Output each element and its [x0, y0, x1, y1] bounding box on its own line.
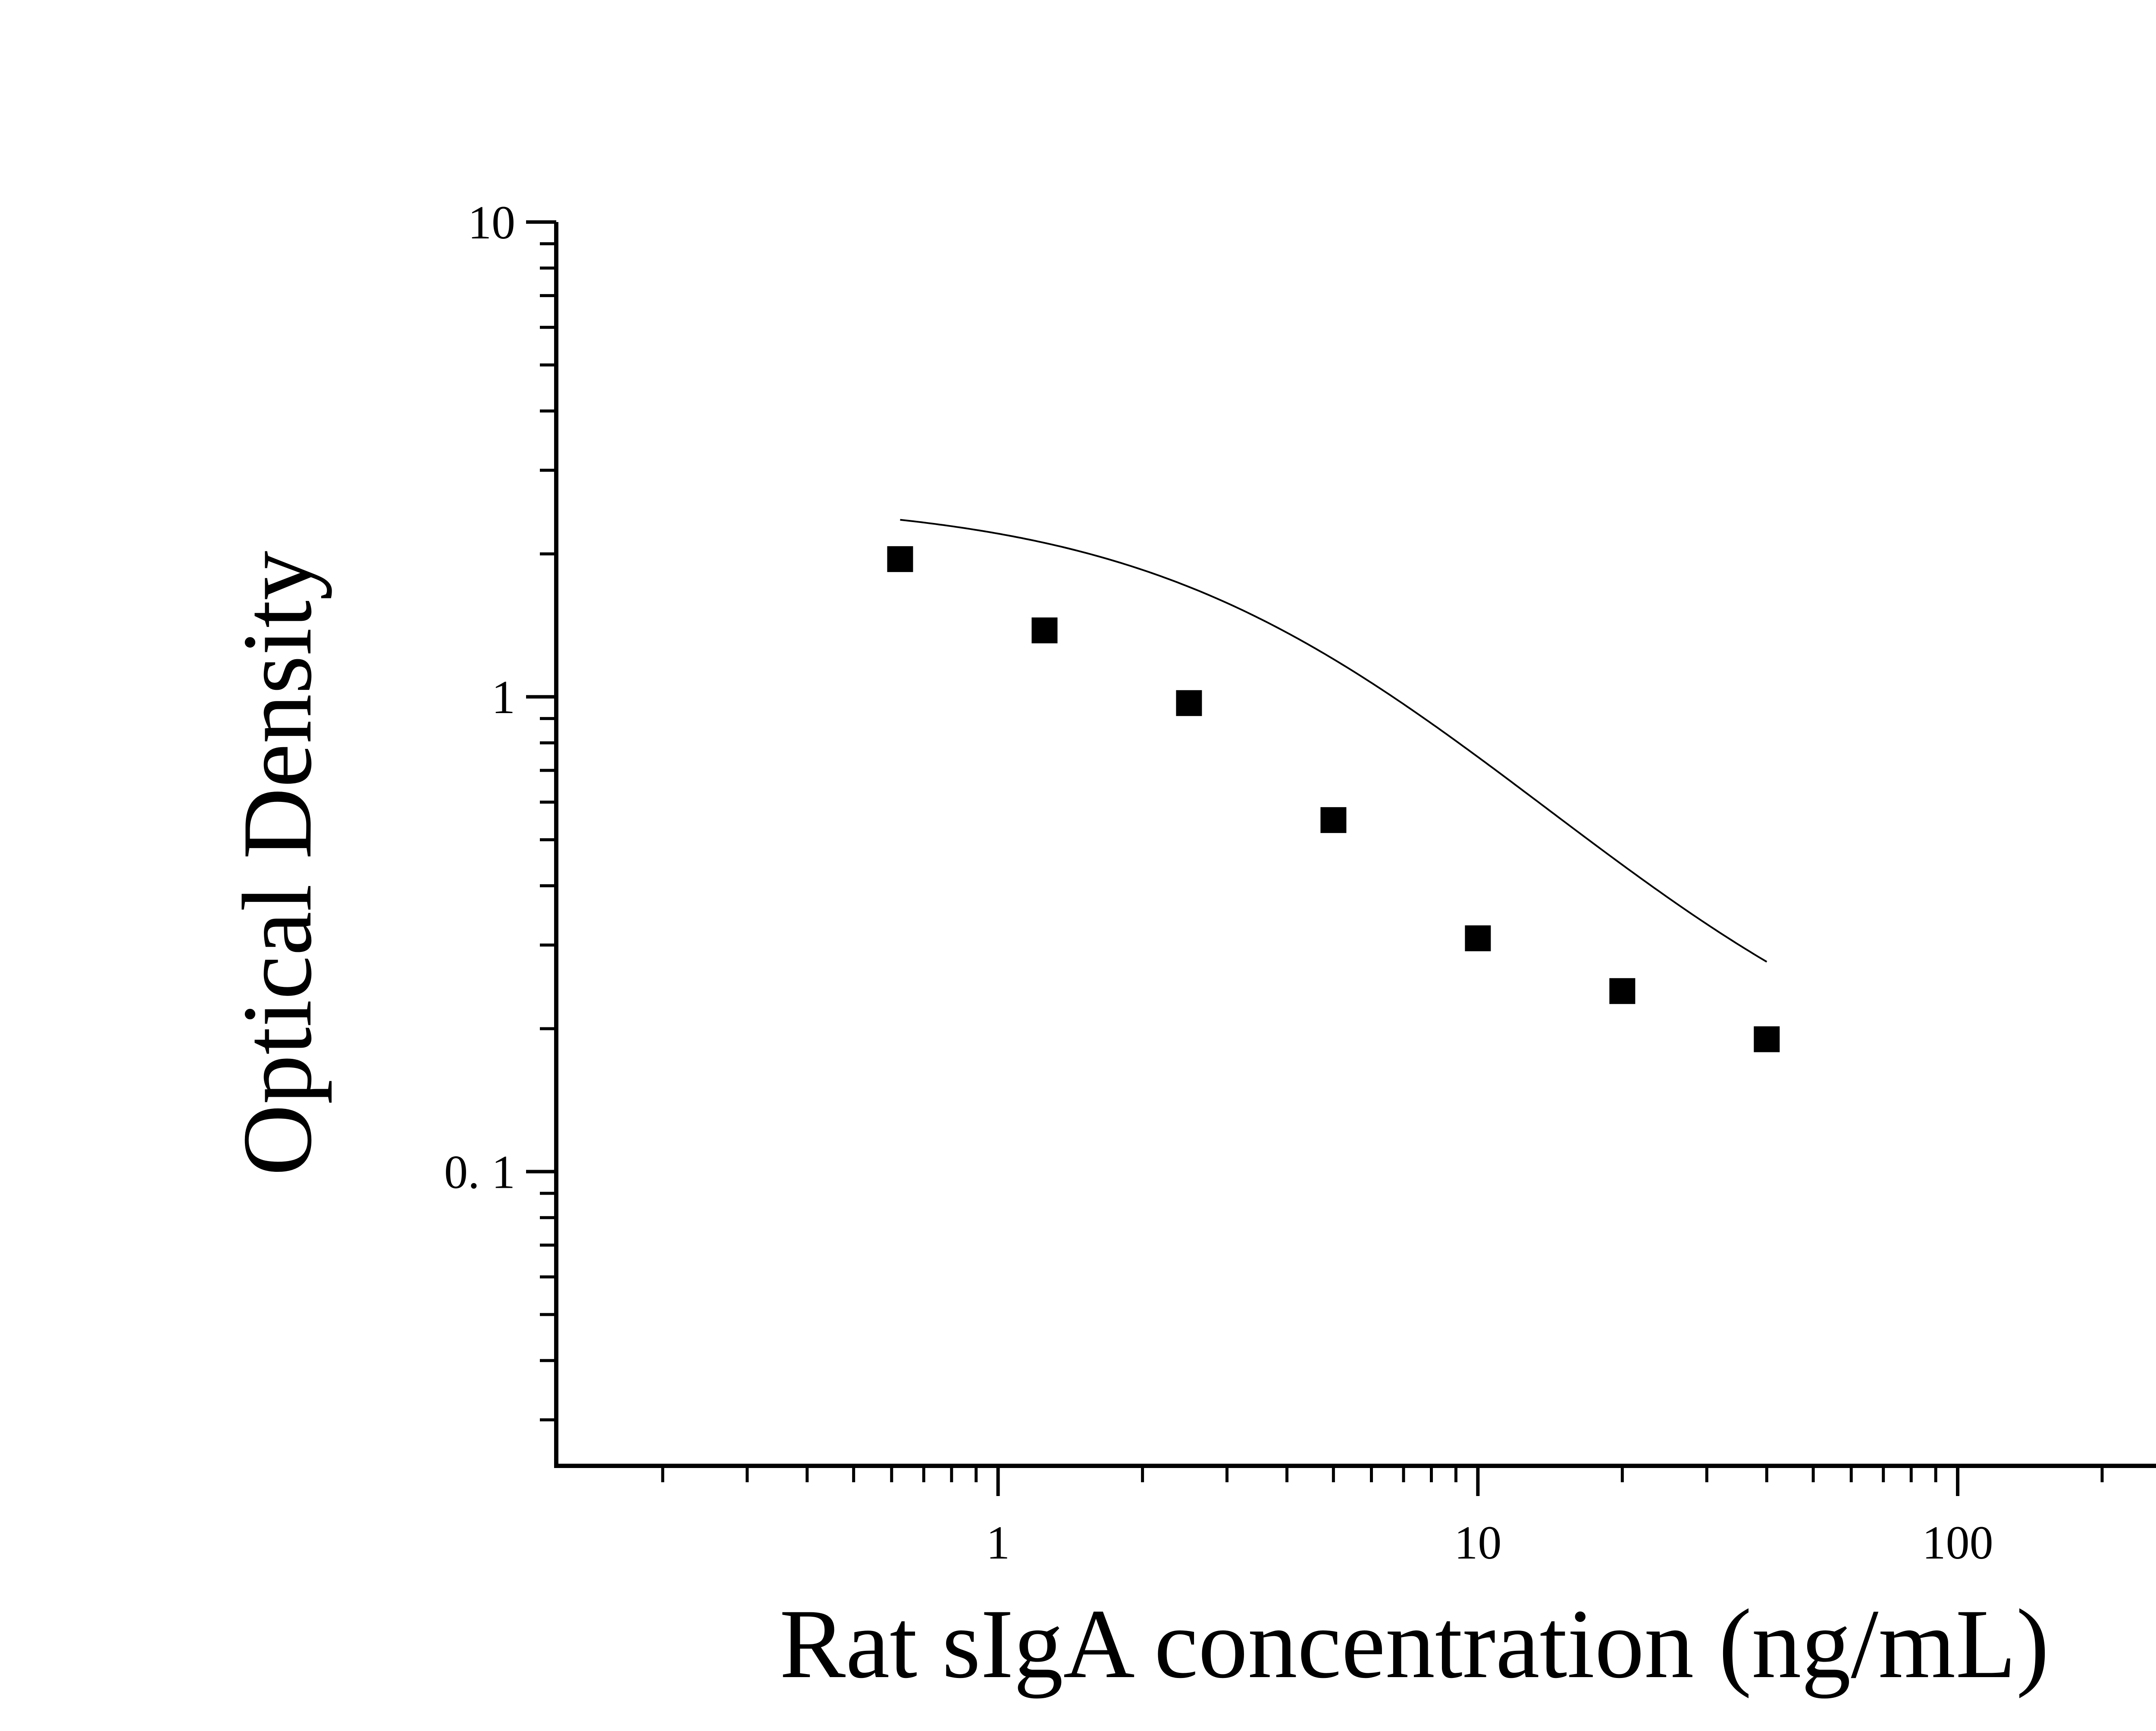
data-point: [887, 546, 913, 572]
data-points: [887, 546, 1780, 1052]
y-major-ticks: [526, 220, 556, 1174]
x-minor-ticks: [661, 1466, 2104, 1482]
x-major-ticks: [996, 1466, 1960, 1496]
x-tick-labels: 1 10 100: [986, 1516, 1993, 1569]
y-tick-label: 10: [468, 196, 515, 249]
y-minor-ticks: [540, 242, 556, 1421]
data-point: [1176, 690, 1202, 716]
x-tick-label: 100: [1922, 1516, 1993, 1569]
data-point: [1609, 978, 1636, 1004]
data-point: [1754, 1026, 1780, 1052]
y-axis-title: Optical Density: [222, 551, 332, 1176]
data-point: [1320, 807, 1347, 833]
y-tick-label: 1: [492, 671, 515, 723]
x-tick-label: 10: [1454, 1516, 1501, 1569]
x-axis-title: Rat sIgA concentration (ng/mL): [780, 1589, 2049, 1699]
x-tick-label: 1: [986, 1516, 1010, 1569]
y-tick-labels: 0. 1 1 10: [444, 196, 515, 1198]
data-point: [1465, 925, 1491, 952]
fit-curve: [900, 519, 1767, 963]
data-point: [1031, 617, 1058, 644]
y-tick-label: 0. 1: [444, 1146, 515, 1198]
